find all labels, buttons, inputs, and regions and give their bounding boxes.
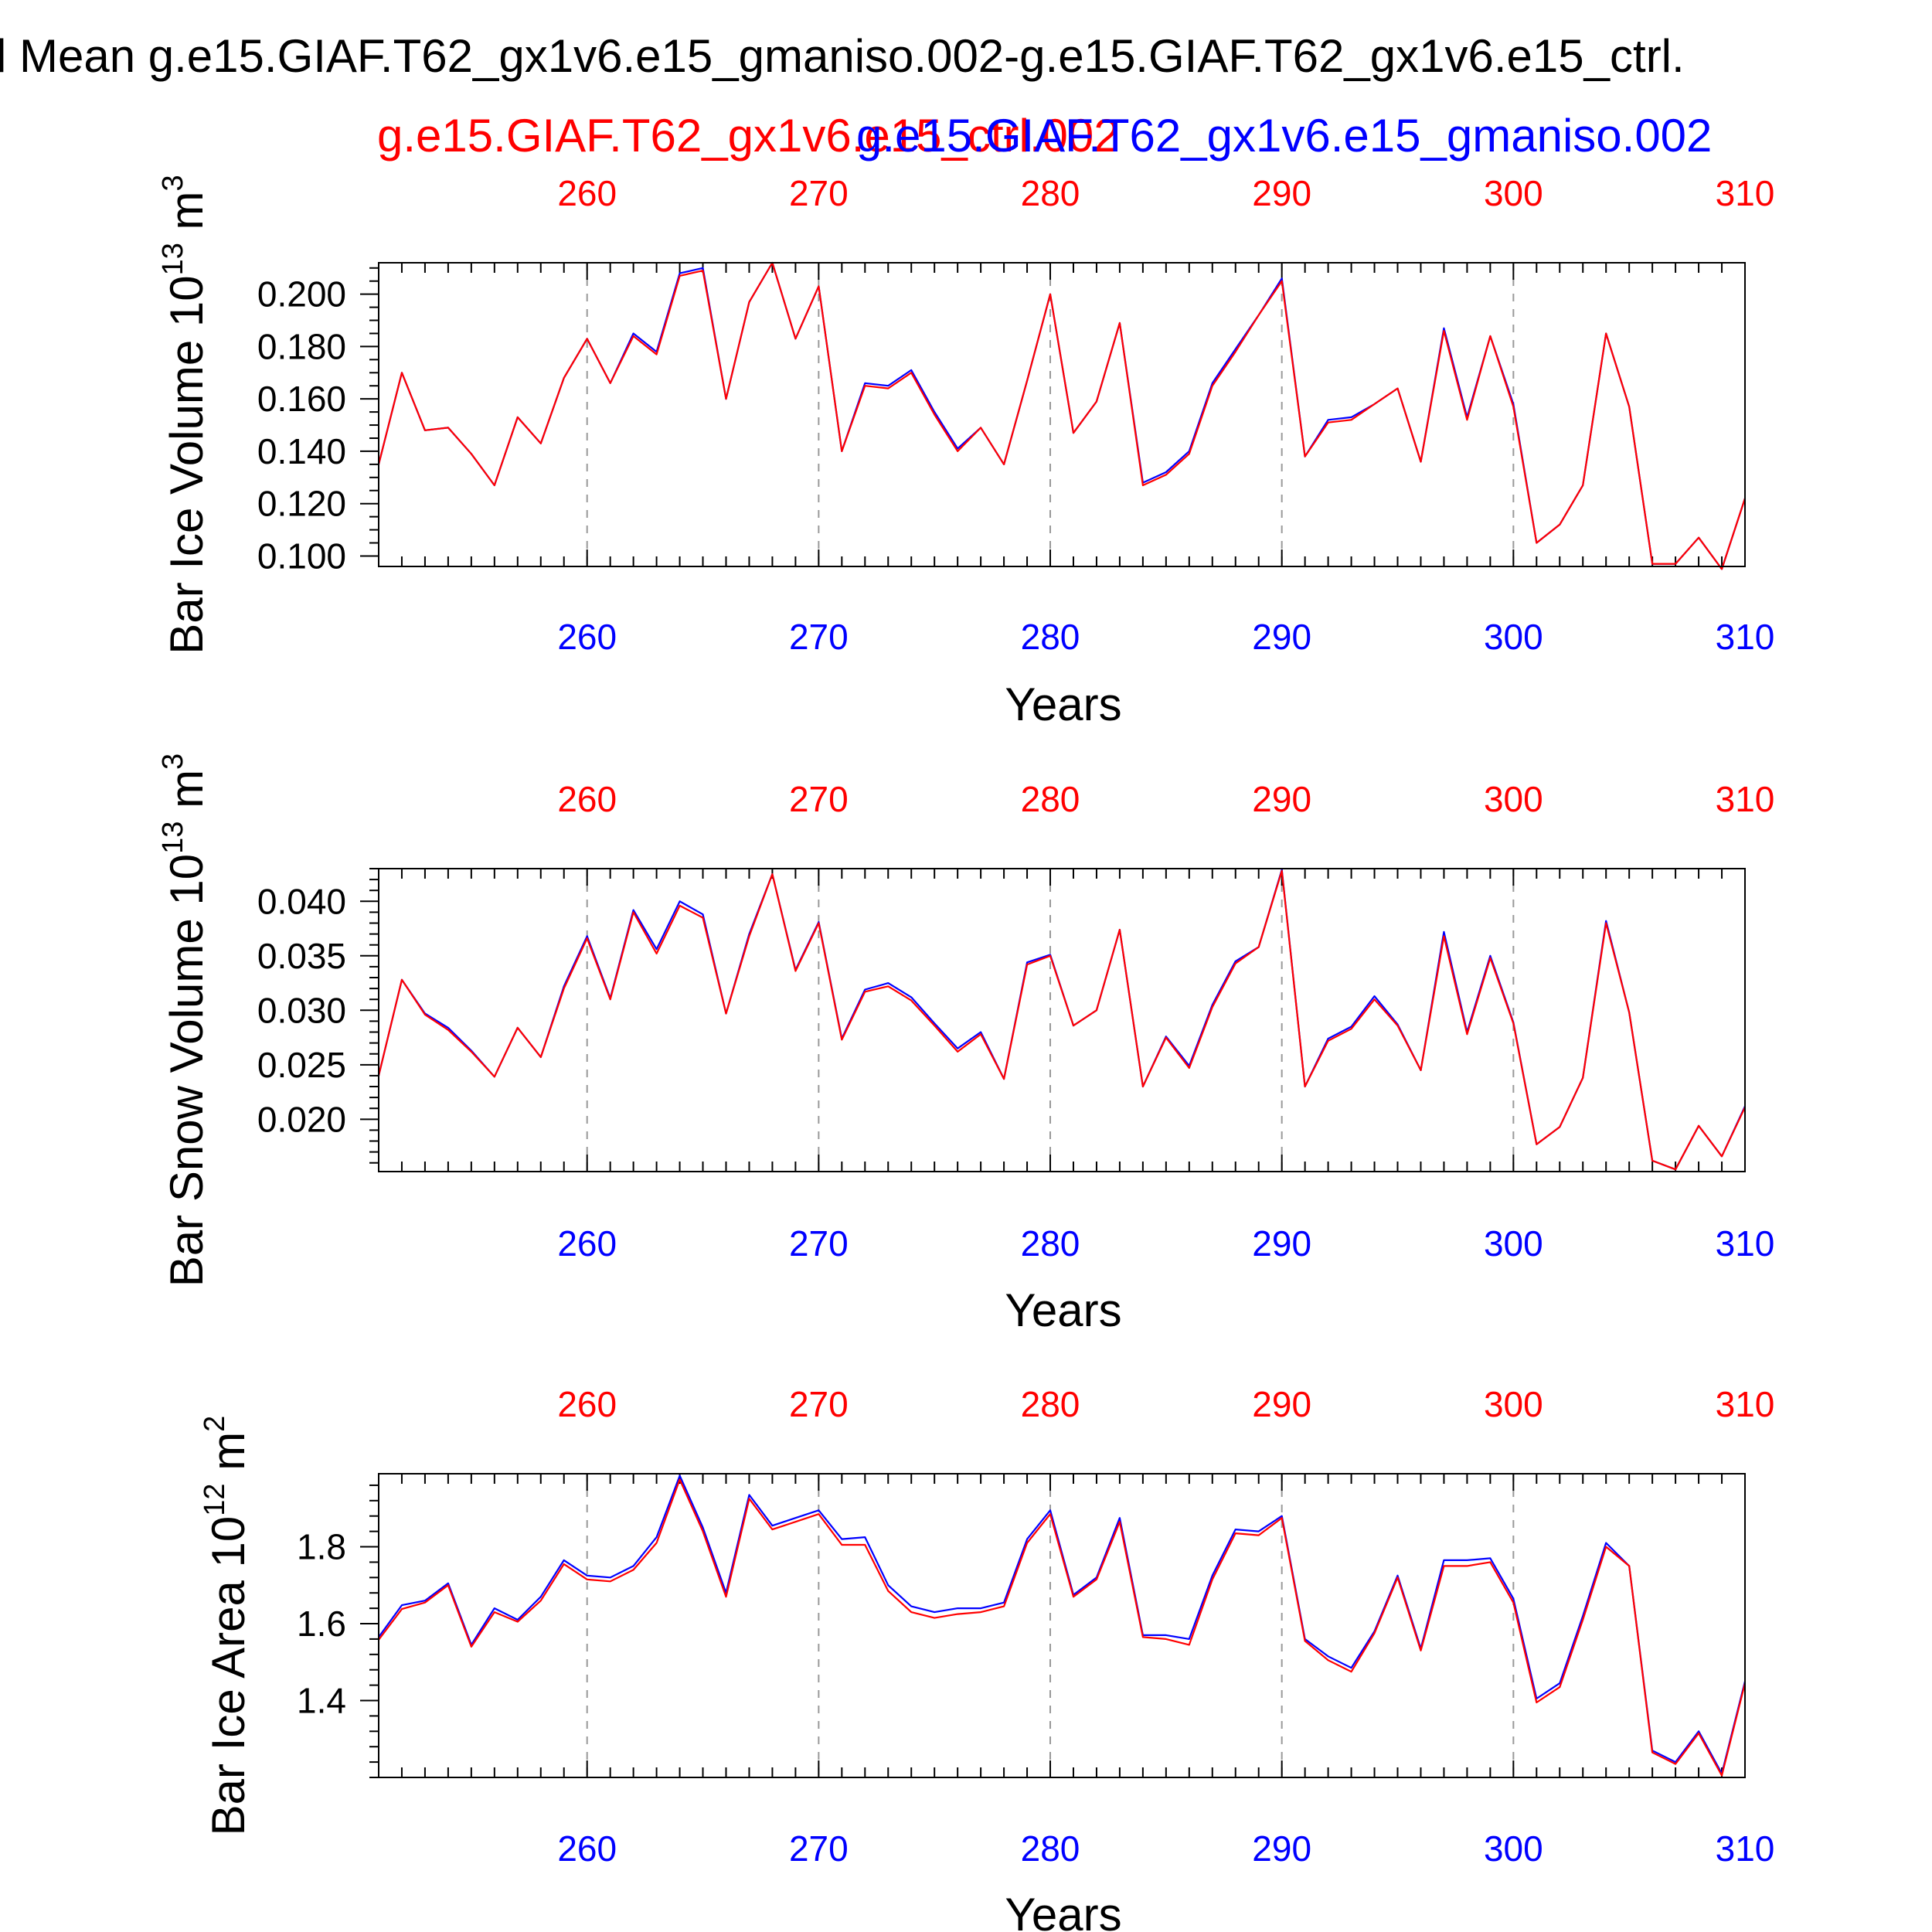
y-axis-title: Bar Ice Volume 1013 m3 [157,175,213,654]
x-tick-label-bottom: 280 [1021,1828,1080,1869]
y-tick-label: 0.040 [257,881,346,921]
x-tick-label-top: 270 [789,1384,849,1424]
y-axis-title: Bar Ice Area 1012 m2 [199,1416,254,1836]
series-line-ctrl [378,1478,1747,1777]
x-tick-label-bottom: 270 [789,1828,849,1869]
x-tick-label-top: 280 [1021,779,1080,819]
x-tick-label-bottom: 310 [1716,1828,1775,1869]
y-tick-label: 0.030 [257,990,346,1030]
x-tick-label-bottom: 280 [1021,617,1080,657]
x-tick-label-bottom: 260 [557,1828,617,1869]
x-tick-label-bottom: 300 [1484,1223,1543,1264]
panel-snow-volume: 0.020 0.025 0.030 0.035 0.040 260 260 270 270 280… [157,753,1774,1336]
x-tick-label-top: 260 [557,1384,617,1424]
x-tick-label-top: 300 [1484,779,1543,819]
x-tick-label-bottom: 310 [1716,617,1775,657]
y-tick-label: 0.025 [257,1045,346,1085]
x-tick-label-top: 260 [557,779,617,819]
y-tick-label: 1.8 [297,1527,346,1567]
panel-ice-volume: 0.100 0.120 0.140 0.160 0.180 0.200 260 260 270 2… [157,173,1774,730]
x-tick-label-bottom: 260 [557,617,617,657]
series-line-gmaniso [377,261,1747,570]
x-tick-label-bottom: 260 [557,1223,617,1264]
y-tick-label: 1.6 [297,1604,346,1644]
legend-label-ctrl: g.e15.GIAF.T62_gx1v6.e15_ctrl.002 [377,110,1120,162]
x-tick-label-top: 260 [557,173,617,213]
x-tick-label-bottom: 300 [1484,1828,1543,1869]
x-tick-label-top: 310 [1716,1384,1775,1424]
x-tick-label-bottom: 270 [789,617,849,657]
x-tick-label-bottom: 290 [1252,617,1311,657]
x-tick-label-top: 300 [1484,173,1543,213]
x-axis-title: Years [1005,1889,1121,1932]
x-tick-label-bottom: 290 [1252,1223,1311,1264]
y-tick-label: 0.160 [257,379,346,419]
series-line-gmaniso [377,869,1746,1171]
series-line-gmaniso [378,1475,1747,1775]
x-tick-label-bottom: 270 [789,1223,849,1264]
x-tick-label-top: 290 [1252,1384,1311,1424]
x-tick-label-top: 280 [1021,1384,1080,1424]
x-tick-label-top: 310 [1716,779,1775,819]
y-tick-label: 0.140 [257,431,346,471]
panel-ice-area: 1.4 1.6 1.8 260 260 270 270 280 280 290 290 300 300 3… [199,1384,1774,1932]
y-tick-label: 0.120 [257,484,346,524]
plot-frame [378,868,1746,1172]
figure-title: l Mean g.e15.GIAF.T62_gx1v6.e15_gmaniso.… [0,30,1685,82]
y-tick-label: 0.035 [257,936,346,976]
x-tick-label-top: 290 [1252,173,1311,213]
y-tick-label: 0.100 [257,536,346,576]
series-line-ctrl [377,261,1747,570]
x-tick-label-bottom: 280 [1021,1223,1080,1264]
x-tick-label-bottom: 290 [1252,1828,1311,1869]
x-tick-label-top: 270 [789,173,849,213]
x-tick-label-bottom: 300 [1484,617,1543,657]
y-tick-label: 1.4 [297,1681,346,1721]
x-tick-label-top: 280 [1021,173,1080,213]
plot-frame [378,1473,1746,1778]
y-tick-label: 0.200 [257,274,346,315]
x-tick-label-top: 290 [1252,779,1311,819]
y-tick-label: 0.180 [257,326,346,366]
x-tick-label-top: 300 [1484,1384,1543,1424]
y-tick-label: 0.020 [257,1099,346,1139]
x-axis-title: Years [1005,1284,1121,1336]
legend-label-gmaniso: g.e15.GIAF.T62_gx1v6.e15_gmaniso.002 [856,110,1712,162]
y-axis-title: Bar Snow Volume 1013 m3 [157,753,213,1287]
x-tick-label-bottom: 310 [1716,1223,1775,1264]
series-line-ctrl [377,869,1746,1171]
plot-frame [378,262,1746,567]
x-axis-title: Years [1005,679,1121,730]
x-tick-label-top: 270 [789,779,849,819]
x-tick-label-top: 310 [1716,173,1775,213]
